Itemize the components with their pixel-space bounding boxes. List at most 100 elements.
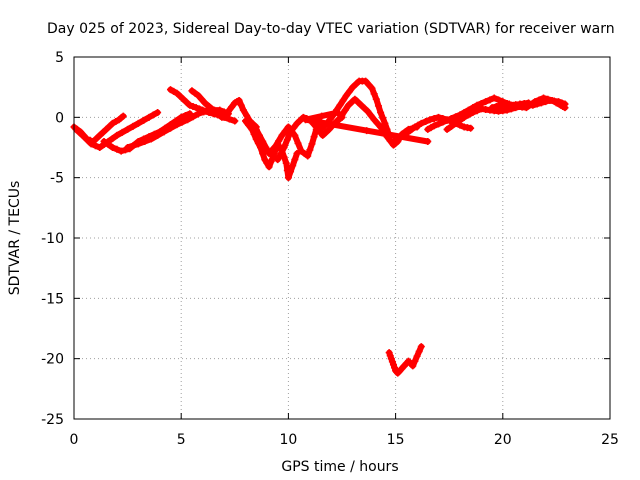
data-point [443,125,451,133]
y-tick-label: -20 [41,352,64,368]
data-point [154,109,162,117]
data-point [243,112,251,120]
data-point [199,106,207,114]
data-point [134,140,142,148]
data-point [395,368,403,376]
data-point [186,101,194,109]
data-point [434,113,442,121]
data-point [289,162,297,170]
data-point [231,117,239,125]
data-point [460,113,468,121]
data-point [308,140,316,148]
data-point [202,107,210,115]
data-point [377,123,385,131]
data-point [225,115,233,123]
data-point [339,96,347,104]
data-point [129,122,137,130]
data-point [262,144,270,151]
data-point [535,96,543,104]
data-point [338,111,346,119]
data-point [280,144,288,151]
data-point [430,115,438,123]
data-point [381,119,389,127]
data-point [374,102,382,110]
data-point [341,106,349,114]
data-point [214,110,222,118]
data-point [362,77,370,85]
data-point [124,144,132,151]
data-point [430,122,438,130]
y-tick-label: -10 [41,231,64,247]
data-point [490,94,498,102]
data-point [269,152,277,160]
data-point [312,123,320,131]
data-point [284,174,292,182]
x-tick-label: 20 [494,432,512,448]
data-point [255,131,263,139]
data-point [117,147,125,155]
data-point [495,96,503,104]
data-point [379,114,387,122]
data-point [505,100,513,108]
data-point [492,102,500,110]
data-point [209,106,217,114]
data-point [283,166,291,174]
data-point [201,99,209,107]
data-point [434,120,442,128]
data-point [79,131,87,139]
data-point [482,98,490,106]
data-point [522,104,530,112]
data-point [109,144,117,151]
data-point [527,101,535,109]
data-point [456,116,464,124]
data-point [561,104,569,112]
data-point [552,99,560,107]
data-point [370,116,378,124]
data-point [447,115,455,123]
data-point [365,81,373,89]
data-point [275,137,283,145]
data-point [263,159,271,167]
data-point [189,113,197,121]
data-point [336,101,344,109]
y-tick-label: 0 [55,110,64,126]
data-point [189,102,197,110]
y-tick-label: 5 [55,50,64,66]
data-point [544,95,552,103]
data-point [129,142,137,150]
data-point [346,87,354,95]
data-point [503,106,511,114]
data-point [160,128,168,136]
data-point [293,150,301,158]
data-point [452,113,460,121]
data-point [239,106,247,114]
data-point [96,144,104,151]
data-point [409,362,417,370]
data-point [259,150,267,158]
data-point [113,131,121,139]
data-point [439,118,447,126]
data-point [291,156,299,164]
data-point [342,92,350,100]
data-point [368,84,376,92]
data-point [145,113,153,121]
data-point [147,135,155,143]
x-tick-label: 0 [70,432,79,448]
data-point [184,116,192,124]
series-stray [302,109,432,145]
data-point [87,140,95,148]
y-axis-label: SDTVAR / TECUs [7,181,23,296]
data-point [424,137,432,145]
data-point [205,102,213,110]
x-tick-label: 25 [601,432,619,448]
data-point [282,159,290,167]
data-point [166,124,174,132]
data-point [118,128,126,136]
data-point [192,104,200,112]
data-point [310,133,318,141]
data-point [452,119,460,127]
data-point [290,124,298,132]
series-arc-2 [72,109,162,151]
data-point [198,95,206,103]
